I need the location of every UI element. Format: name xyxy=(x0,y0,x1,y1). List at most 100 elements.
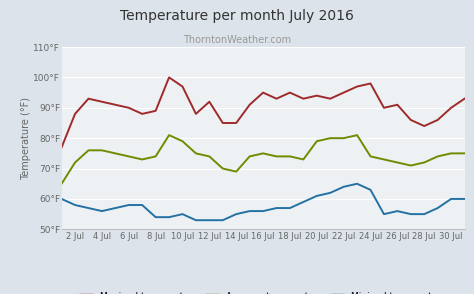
Maximal temperature xyxy=(328,97,333,101)
Maximal temperature xyxy=(139,112,145,116)
Minimal temperature xyxy=(448,197,454,201)
Maximal temperature xyxy=(233,121,239,125)
Minimal temperature xyxy=(233,212,239,216)
Minimal temperature xyxy=(314,194,319,198)
Minimal temperature xyxy=(287,206,293,210)
Maximal temperature xyxy=(153,109,158,113)
Maximal temperature xyxy=(126,106,132,110)
Average temperature xyxy=(341,136,346,140)
Maximal temperature xyxy=(301,97,306,101)
Minimal temperature xyxy=(368,188,374,192)
Line: Minimal temperature: Minimal temperature xyxy=(62,184,465,220)
Average temperature xyxy=(260,152,266,155)
Average temperature xyxy=(193,152,199,155)
Maximal temperature xyxy=(435,118,440,122)
Minimal temperature xyxy=(99,209,105,213)
Maximal temperature xyxy=(287,91,293,94)
Average temperature xyxy=(462,152,467,155)
Maximal temperature xyxy=(462,97,467,101)
Minimal temperature xyxy=(59,197,64,201)
Average temperature xyxy=(381,158,387,161)
Minimal temperature xyxy=(112,206,118,210)
Average temperature xyxy=(220,167,226,170)
Minimal temperature xyxy=(193,218,199,222)
Average temperature xyxy=(435,155,440,158)
Average temperature xyxy=(368,155,374,158)
Average temperature xyxy=(448,152,454,155)
Minimal temperature xyxy=(408,212,414,216)
Minimal temperature xyxy=(247,209,253,213)
Minimal temperature xyxy=(207,218,212,222)
Maximal temperature xyxy=(193,112,199,116)
Average temperature xyxy=(153,155,158,158)
Average temperature xyxy=(180,139,185,143)
Average temperature xyxy=(287,155,293,158)
Minimal temperature xyxy=(301,200,306,204)
Maximal temperature xyxy=(180,85,185,88)
Average temperature xyxy=(139,158,145,161)
Average temperature xyxy=(247,155,253,158)
Average temperature xyxy=(59,182,64,186)
Maximal temperature xyxy=(368,82,374,85)
Average temperature xyxy=(86,148,91,152)
Minimal temperature xyxy=(421,212,427,216)
Minimal temperature xyxy=(381,212,387,216)
Maximal temperature xyxy=(273,97,279,101)
Maximal temperature xyxy=(72,112,78,116)
Line: Average temperature: Average temperature xyxy=(62,135,465,184)
Average temperature xyxy=(166,133,172,137)
Maximal temperature xyxy=(408,118,414,122)
Average temperature xyxy=(233,170,239,173)
Maximal temperature xyxy=(59,146,64,149)
Average temperature xyxy=(301,158,306,161)
Maximal temperature xyxy=(394,103,400,106)
Maximal temperature xyxy=(260,91,266,94)
Line: Maximal temperature: Maximal temperature xyxy=(62,77,465,147)
Minimal temperature xyxy=(86,206,91,210)
Text: ThorntonWeather.com: ThorntonWeather.com xyxy=(183,35,291,45)
Maximal temperature xyxy=(354,85,360,88)
Minimal temperature xyxy=(180,212,185,216)
Average temperature xyxy=(394,161,400,164)
Average temperature xyxy=(273,155,279,158)
Minimal temperature xyxy=(435,206,440,210)
Maximal temperature xyxy=(314,94,319,97)
Average temperature xyxy=(126,155,132,158)
Maximal temperature xyxy=(112,103,118,106)
Average temperature xyxy=(72,161,78,164)
Average temperature xyxy=(207,155,212,158)
Average temperature xyxy=(314,139,319,143)
Minimal temperature xyxy=(328,191,333,195)
Minimal temperature xyxy=(166,216,172,219)
Maximal temperature xyxy=(86,97,91,101)
Average temperature xyxy=(328,136,333,140)
Average temperature xyxy=(99,148,105,152)
Minimal temperature xyxy=(462,197,467,201)
Minimal temperature xyxy=(260,209,266,213)
Minimal temperature xyxy=(394,209,400,213)
Maximal temperature xyxy=(381,106,387,110)
Y-axis label: Temperature (°F): Temperature (°F) xyxy=(20,97,31,180)
Maximal temperature xyxy=(341,91,346,94)
Maximal temperature xyxy=(207,100,212,103)
Minimal temperature xyxy=(273,206,279,210)
Minimal temperature xyxy=(220,218,226,222)
Minimal temperature xyxy=(341,185,346,188)
Minimal temperature xyxy=(153,216,158,219)
Minimal temperature xyxy=(72,203,78,207)
Minimal temperature xyxy=(126,203,132,207)
Maximal temperature xyxy=(421,124,427,128)
Maximal temperature xyxy=(247,103,253,106)
Text: Temperature per month July 2016: Temperature per month July 2016 xyxy=(120,9,354,23)
Maximal temperature xyxy=(220,121,226,125)
Maximal temperature xyxy=(99,100,105,103)
Average temperature xyxy=(354,133,360,137)
Average temperature xyxy=(112,152,118,155)
Legend: Maximal temperature, Average temperature, Minimal temperature: Maximal temperature, Average temperature… xyxy=(79,292,447,294)
Maximal temperature xyxy=(448,106,454,110)
Average temperature xyxy=(408,164,414,167)
Maximal temperature xyxy=(166,76,172,79)
Minimal temperature xyxy=(354,182,360,186)
Minimal temperature xyxy=(139,203,145,207)
Average temperature xyxy=(421,161,427,164)
